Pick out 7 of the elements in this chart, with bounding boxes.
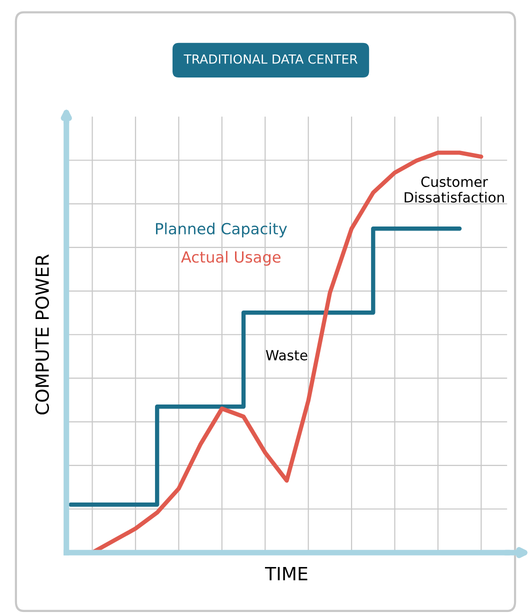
annotation: Waste: [266, 350, 308, 360]
x-axis-title: TIME: [265, 567, 308, 580]
text: Planned Capacity: [156, 222, 287, 238]
y-axis-title: COMPUTE POWER: [35, 254, 49, 414]
chart-title: TRADITIONAL DATA CENTER: [184, 54, 358, 64]
text: Actual Usage: [181, 250, 280, 266]
annotation: Customer Dissatisfaction: [404, 176, 504, 203]
